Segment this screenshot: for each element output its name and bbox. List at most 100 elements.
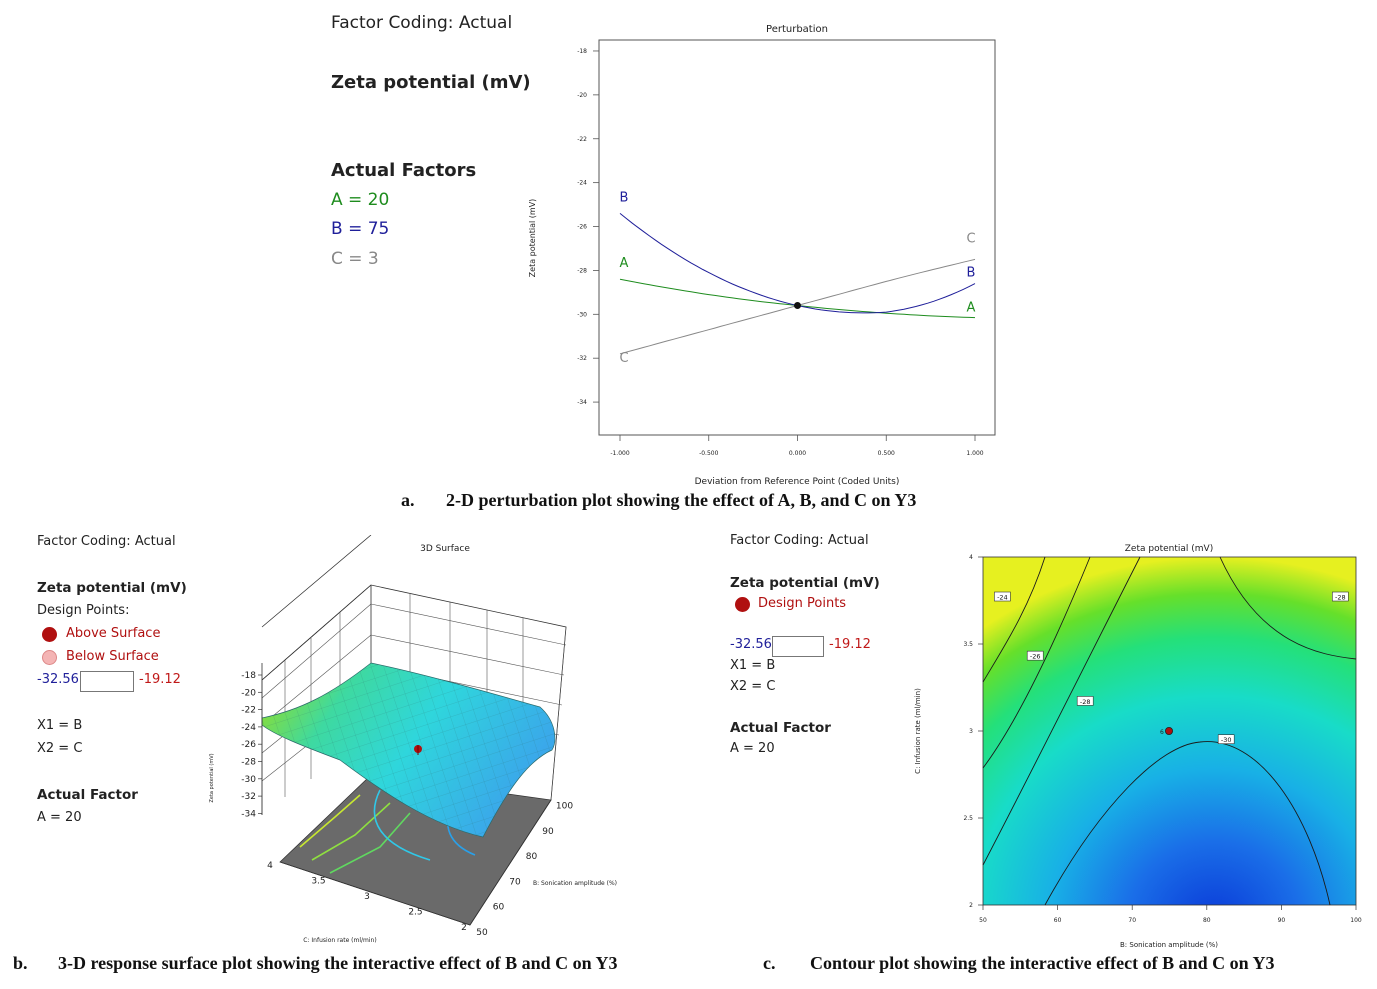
- panel-b-above-surface: Above Surface: [66, 626, 161, 641]
- panel-c-x2: X2 = C: [730, 679, 776, 694]
- surface-x-tick-label: 3.5: [311, 877, 325, 887]
- panel-b-x1: X1 = B: [37, 718, 83, 733]
- contour-chart: Zeta potential (mV) -24 -26 -28 -28 -30 6 50…: [914, 544, 1362, 949]
- perturbation-series-label-left: A: [620, 256, 629, 271]
- surface-z-tick-label: -20: [241, 688, 256, 698]
- panel-b-below-surface: Below Surface: [66, 649, 159, 664]
- contour-label-box: [1026, 650, 1044, 661]
- surface-z-tick-label: -24: [241, 723, 256, 733]
- panel-c-x1: X1 = B: [730, 658, 776, 673]
- contour-y-tick-label: 3: [969, 728, 973, 735]
- panel-b-x2: X2 = C: [37, 741, 83, 756]
- panel-c-factor-heading: Actual Factor: [730, 720, 831, 736]
- perturbation-x-tick-label: -1.000: [610, 450, 630, 457]
- surface-y-tick-label: 50: [476, 928, 488, 938]
- contour-label-box: [994, 591, 1011, 602]
- caption-a-letter: a.: [401, 490, 415, 510]
- perturbation-chart-title: Perturbation: [766, 24, 828, 35]
- caption-b-letter: b.: [13, 953, 28, 973]
- design-points-marker: [735, 597, 750, 612]
- contour-y-tick-label: 4: [969, 554, 973, 561]
- surface-z-tick-label: -34: [241, 809, 256, 819]
- panel-b-factor-heading: Actual Factor: [37, 787, 138, 803]
- surface-y-tick-label: 90: [542, 827, 554, 837]
- surface-z-tick-label: -18: [241, 671, 256, 681]
- surface-y-tick-label: 100: [556, 802, 573, 812]
- panel-a-factor-coding: Factor Coding: Actual: [331, 13, 513, 33]
- panel-c-factor-coding: Factor Coding: Actual: [730, 533, 869, 548]
- panel-b-range-low: -32.56: [37, 672, 79, 687]
- perturbation-reference-point: [794, 302, 801, 310]
- contour-x-tick-label: 100: [1350, 917, 1362, 924]
- surface-y-tick-label: 60: [493, 903, 505, 913]
- contour-x-tick-label: 50: [979, 917, 987, 924]
- contour-x-tick-label: 70: [1128, 917, 1136, 924]
- surface-z-tick-label: -26: [241, 740, 256, 750]
- contour-x-axis-label: B: Sonication amplitude (%): [1120, 941, 1218, 949]
- contour-label-box: [1217, 734, 1235, 744]
- caption-a: 2-D perturbation plot showing the effect…: [446, 490, 917, 510]
- surface-x-tick-label: 4: [267, 861, 273, 871]
- perturbation-plot-frame: [598, 39, 996, 436]
- perturbation-y-tick-label: -26: [577, 224, 587, 231]
- perturbation-series-label-left: B: [620, 190, 629, 205]
- contour-label-box: [1076, 696, 1094, 706]
- above-surface-marker: [42, 627, 57, 642]
- contour-chart-title: Zeta potential (mV): [1125, 544, 1213, 554]
- contour-x-tick-label: 60: [1054, 917, 1062, 924]
- contour-design-point-count: 6: [1160, 729, 1164, 736]
- perturbation-x-tick-label: -0.500: [699, 450, 719, 457]
- contour-lines: [982, 556, 1357, 906]
- panel-b-factor-coding: Factor Coding: Actual: [37, 534, 176, 549]
- perturbation-y-tick-label: -24: [577, 180, 587, 187]
- perturbation-x-tick-label: 0.500: [878, 450, 895, 457]
- panel-c-design-points: Design Points: [758, 596, 847, 611]
- perturbation-series-A: [619, 278, 976, 319]
- panel-b-response-title: Zeta potential (mV): [37, 580, 187, 596]
- contour-y-tick-label: 3.5: [963, 641, 973, 648]
- perturbation-y-tick-label: -32: [577, 355, 587, 362]
- panel-a-response-title: Zeta potential (mV): [331, 72, 531, 93]
- surface-z-tick-label: -30: [241, 775, 256, 785]
- panel-c-response-title: Zeta potential (mV): [730, 575, 880, 591]
- contour-design-point: [1164, 726, 1173, 735]
- perturbation-series-label-right: C: [966, 231, 975, 246]
- surface-3d-chart: 3D Surface -18-: [209, 535, 617, 944]
- panel-c-range-low: -32.56: [730, 637, 772, 652]
- panel-a-factor-c: C = 3: [331, 249, 379, 269]
- surface-z-tick-label: -32: [241, 792, 256, 802]
- panel-c-factor-a: A = 20: [730, 741, 775, 756]
- surface-y-axis-label: B: Sonication amplitude (%): [533, 880, 617, 887]
- contour-x-tick-label: 80: [1203, 917, 1211, 924]
- contour-label: -24: [997, 594, 1008, 602]
- panel-b-range-high: -19.12: [139, 672, 181, 687]
- contour-x-tick-label: 90: [1278, 917, 1286, 924]
- surface-y-tick-label: 80: [526, 852, 538, 862]
- below-surface-marker: [42, 650, 57, 665]
- response-surface-mesh: [262, 663, 555, 837]
- perturbation-y-tick-label: -22: [577, 136, 587, 143]
- caption-c-letter: c.: [763, 953, 776, 973]
- perturbation-chart: Perturbation -1.000 -0.500 0.000 0.500 1.000…: [528, 24, 996, 487]
- perturbation-x-axis-label: Deviation from Reference Point (Coded Un…: [695, 477, 900, 487]
- panel-b-factor-a: A = 20: [37, 810, 82, 825]
- panel-a-factors-heading: Actual Factors: [331, 160, 477, 181]
- contour-label: -30: [1221, 736, 1232, 744]
- perturbation-series-label-right: A: [967, 301, 976, 316]
- panel-a-factor-a: A = 20: [331, 190, 390, 210]
- perturbation-series-label-right: B: [967, 266, 976, 281]
- surface-chart-title: 3D Surface: [420, 544, 470, 554]
- caption-c: Contour plot showing the interactive eff…: [810, 953, 1275, 973]
- perturbation-series-B: [619, 213, 976, 314]
- surface-x-tick-label: 2.5: [408, 908, 422, 918]
- perturbation-y-tick-label: -28: [577, 267, 587, 274]
- caption-b: 3-D response surface plot showing the in…: [58, 953, 618, 973]
- surface-y-tick-label: 70: [509, 877, 521, 887]
- surface-x-axis-label: C: Infusion rate (ml/min): [303, 937, 376, 944]
- perturbation-series-label-left: C: [619, 351, 628, 366]
- contour-label: -26: [1030, 653, 1041, 661]
- perturbation-y-tick-label: -18: [577, 48, 587, 55]
- panel-b-design-points-label: Design Points:: [37, 603, 130, 618]
- surface-x-tick-label: 3: [364, 892, 370, 902]
- panel-a-factor-b: B = 75: [331, 219, 390, 239]
